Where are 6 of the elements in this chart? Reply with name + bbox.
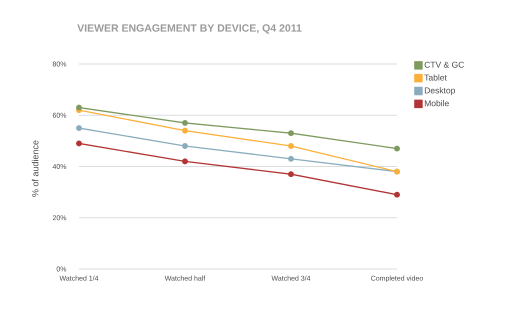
legend-label: Desktop [424,87,456,96]
chart-title: VIEWER ENGAGEMENT BY DEVICE, Q4 2011 [77,24,302,34]
legend-label: Tablet [424,74,447,81]
legend-label: Mobile [424,100,449,106]
y-axis-title: % of audience [32,140,38,197]
legend-label: CTV & GC [424,62,464,68]
